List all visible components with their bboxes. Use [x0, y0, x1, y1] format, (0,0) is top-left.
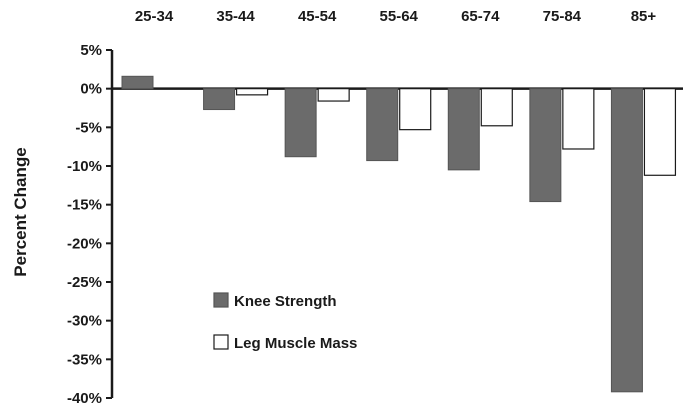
bars-layer: [121, 75, 677, 393]
y-tick-label: -35%: [67, 351, 102, 368]
bar-leg-muscle-mass: [480, 88, 513, 127]
legend-swatch-leg-muscle-mass: [213, 334, 229, 350]
bar-knee-strength: [529, 88, 562, 203]
y-tick-label: -40%: [67, 390, 102, 407]
y-tick-label: -30%: [67, 313, 102, 330]
legend: Knee Strength Leg Muscle Mass: [213, 292, 357, 352]
bar-knee-strength: [203, 88, 236, 111]
bar-knee-strength: [284, 88, 317, 158]
y-tick-label: -10%: [67, 158, 102, 175]
category-label: 25-34: [135, 8, 174, 25]
bar-leg-muscle-mass: [235, 88, 269, 96]
bar-knee-strength: [366, 88, 399, 162]
category-label: 45-54: [298, 8, 337, 25]
bar-leg-muscle-mass: [643, 88, 677, 176]
y-axis-label: Percent Change: [11, 147, 30, 276]
bar-leg-muscle-mass: [562, 88, 595, 150]
y-tick-label: -15%: [67, 197, 102, 214]
bar-knee-strength: [121, 75, 154, 90]
y-tick-label: -5%: [75, 119, 102, 136]
y-tick-label: 0%: [80, 81, 102, 98]
labels-layer: 5% 0% -5% -10% -15% -20% -25% -30% -35% -40% 25-34…: [67, 8, 656, 407]
category-label: 65-74: [461, 8, 500, 25]
y-tick-label: 5%: [80, 42, 102, 59]
bar-knee-strength: [447, 88, 480, 171]
bar-leg-muscle-mass: [399, 88, 432, 131]
y-tick-label: -20%: [67, 235, 102, 252]
category-label: 35-44: [216, 8, 255, 25]
y-tick-label: -25%: [67, 274, 102, 291]
legend-label-leg-muscle-mass: Leg Muscle Mass: [234, 335, 357, 352]
legend-swatch-knee-strength: [213, 292, 229, 308]
bar-leg-muscle-mass: [317, 88, 350, 102]
category-label: 75-84: [543, 8, 582, 25]
category-label: 85+: [631, 8, 657, 25]
category-label: 55-64: [380, 8, 419, 25]
bar-knee-strength: [610, 88, 643, 393]
legend-label-knee-strength: Knee Strength: [234, 293, 337, 310]
